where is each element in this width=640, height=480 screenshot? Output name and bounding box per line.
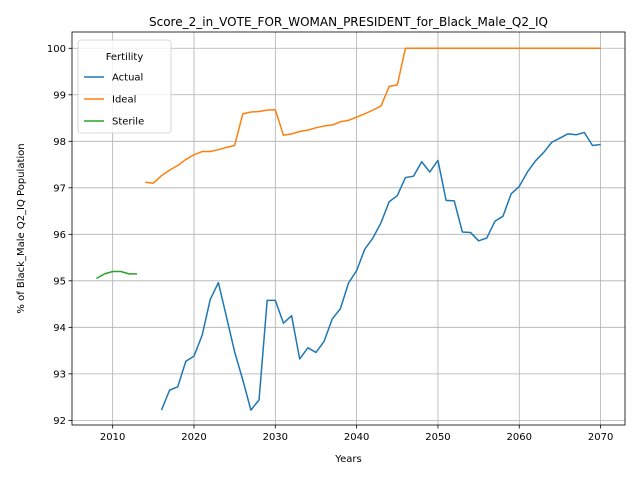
legend-label-ideal: Ideal	[112, 95, 136, 106]
x-tick-label: 2060	[507, 432, 532, 443]
x-tick-label: 2020	[181, 432, 206, 443]
legend: Fertility Actual Ideal Sterile	[78, 40, 171, 133]
y-tick-label: 93	[53, 369, 66, 380]
y-tick-label: 100	[47, 44, 66, 55]
y-tick-label: 94	[53, 323, 66, 334]
x-tick-label: 2040	[344, 432, 369, 443]
y-axis-label: % of Black_Male Q2_IQ Population	[16, 143, 27, 313]
y-tick-label: 98	[53, 137, 66, 148]
y-tick-label: 96	[53, 230, 66, 241]
y-tick-label: 97	[53, 183, 66, 194]
x-tick-label: 2010	[100, 432, 125, 443]
legend-title: Fertility	[106, 52, 144, 63]
y-tick-label: 95	[53, 276, 66, 287]
y-tick-label: 99	[53, 90, 66, 101]
x-axis-label: Years	[334, 454, 361, 465]
x-tick-label: 2070	[588, 432, 613, 443]
legend-label-actual: Actual	[112, 73, 143, 84]
y-tick-label: 92	[53, 416, 66, 427]
chart-title: Score_2_in_VOTE_FOR_WOMAN_PRESIDENT_for_…	[149, 15, 548, 29]
x-tick-label: 2030	[263, 432, 288, 443]
x-tick-label: 2050	[425, 432, 450, 443]
legend-label-sterile: Sterile	[112, 117, 144, 128]
